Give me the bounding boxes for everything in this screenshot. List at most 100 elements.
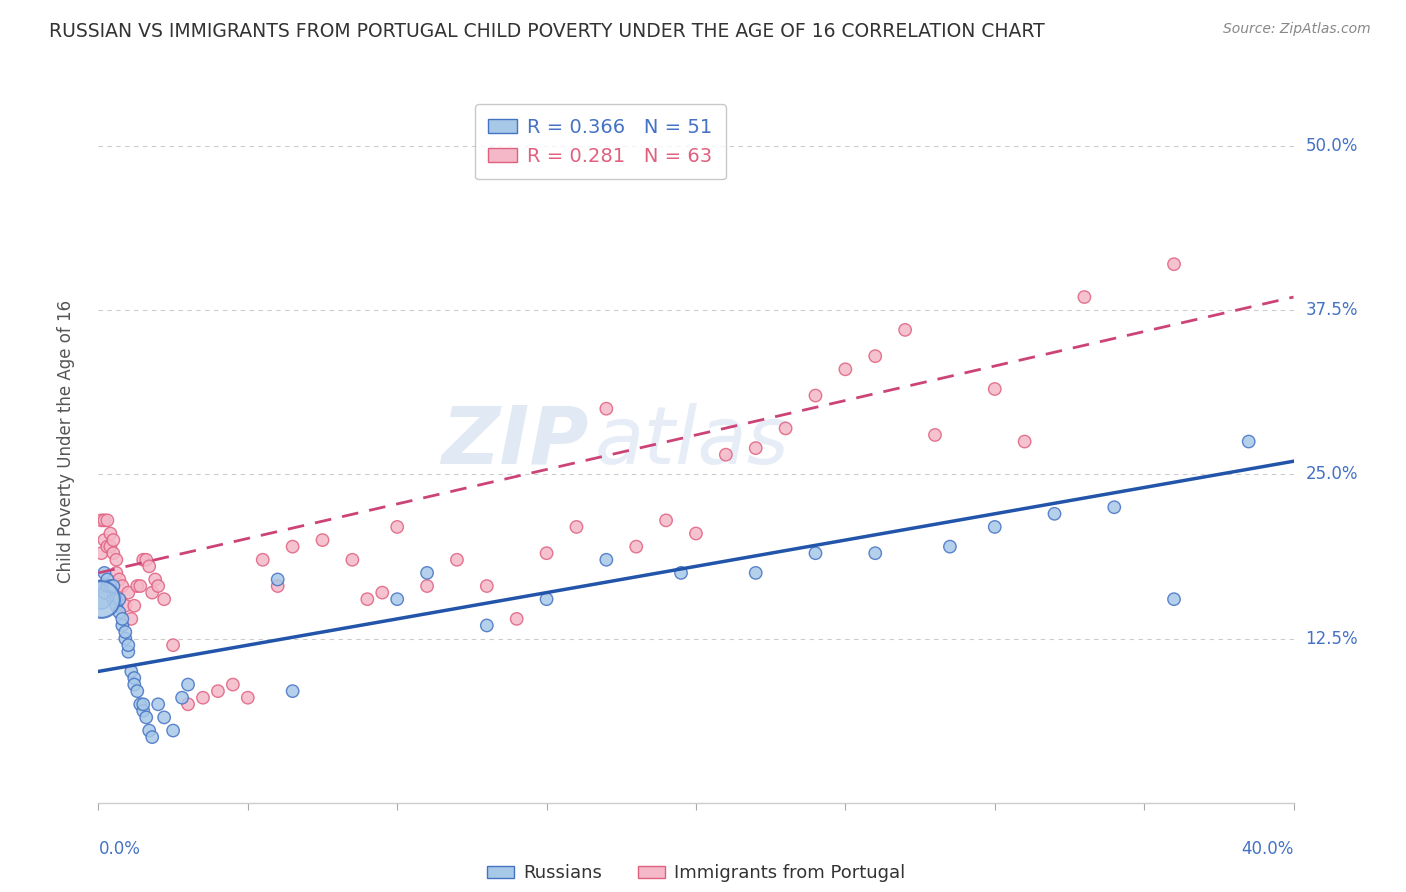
Point: [1163, 257, 1185, 271]
Point: [804, 388, 827, 402]
Point: [124, 677, 146, 691]
Point: [90, 592, 112, 607]
Point: [565, 520, 588, 534]
Point: [924, 428, 946, 442]
Text: Source: ZipAtlas.com: Source: ZipAtlas.com: [1223, 22, 1371, 37]
Point: [1163, 592, 1185, 607]
Point: [132, 698, 155, 712]
Point: [105, 599, 128, 613]
Point: [120, 612, 142, 626]
Point: [252, 553, 274, 567]
Text: RUSSIAN VS IMMIGRANTS FROM PORTUGAL CHILD POVERTY UNDER THE AGE OF 16 CORRELATIO: RUSSIAN VS IMMIGRANTS FROM PORTUGAL CHIL…: [49, 22, 1045, 41]
Point: [1237, 434, 1260, 449]
Text: ZIP: ZIP: [441, 402, 589, 481]
Point: [153, 710, 176, 724]
Text: 40.0%: 40.0%: [1241, 839, 1294, 857]
Point: [96, 573, 118, 587]
Point: [669, 566, 692, 580]
Point: [90, 592, 112, 607]
Text: atlas: atlas: [595, 402, 789, 481]
Text: 12.5%: 12.5%: [1306, 630, 1358, 648]
Point: [177, 698, 200, 712]
Point: [191, 690, 214, 705]
Point: [98, 579, 122, 593]
Text: 25.0%: 25.0%: [1306, 466, 1358, 483]
Point: [745, 441, 768, 455]
Point: [90, 546, 112, 560]
Point: [475, 579, 498, 593]
Point: [124, 599, 146, 613]
Point: [1043, 507, 1066, 521]
Point: [416, 579, 439, 593]
Point: [745, 566, 768, 580]
Point: [281, 684, 304, 698]
Point: [124, 671, 146, 685]
Point: [804, 546, 827, 560]
Point: [93, 566, 115, 580]
Point: [127, 684, 149, 698]
Point: [148, 698, 170, 712]
Point: [132, 553, 155, 567]
Point: [172, 690, 194, 705]
Point: [143, 573, 166, 587]
Point: [626, 540, 648, 554]
Point: [96, 513, 118, 527]
Point: [685, 526, 707, 541]
Text: 50.0%: 50.0%: [1306, 137, 1358, 155]
Point: [103, 546, 125, 560]
Point: [132, 704, 155, 718]
Y-axis label: Child Poverty Under the Age of 16: Child Poverty Under the Age of 16: [56, 300, 75, 583]
Point: [138, 723, 160, 738]
Point: [114, 599, 136, 613]
Point: [138, 559, 160, 574]
Point: [595, 553, 617, 567]
Point: [1104, 500, 1126, 515]
Point: [416, 566, 439, 580]
Point: [135, 710, 157, 724]
Point: [117, 645, 139, 659]
Point: [865, 546, 887, 560]
Point: [446, 553, 468, 567]
Point: [96, 579, 118, 593]
Point: [1014, 434, 1036, 449]
Point: [129, 579, 152, 593]
Point: [105, 592, 128, 607]
Point: [117, 638, 139, 652]
Point: [148, 579, 170, 593]
Point: [207, 684, 229, 698]
Point: [114, 632, 136, 646]
Point: [90, 513, 112, 527]
Point: [536, 546, 558, 560]
Point: [177, 677, 200, 691]
Point: [98, 526, 122, 541]
Point: [655, 513, 678, 527]
Point: [162, 723, 184, 738]
Point: [834, 362, 856, 376]
Point: [108, 592, 131, 607]
Point: [775, 421, 797, 435]
Point: [96, 540, 118, 554]
Point: [90, 579, 112, 593]
Point: [103, 592, 125, 607]
Point: [894, 323, 917, 337]
Point: [385, 520, 409, 534]
Point: [135, 553, 157, 567]
Point: [311, 533, 333, 547]
Point: [162, 638, 184, 652]
Point: [536, 592, 558, 607]
Point: [93, 513, 115, 527]
Point: [371, 585, 394, 599]
Point: [984, 520, 1007, 534]
Point: [117, 585, 139, 599]
Point: [141, 730, 163, 744]
Point: [342, 553, 364, 567]
Point: [281, 540, 304, 554]
Text: 0.0%: 0.0%: [98, 839, 141, 857]
Point: [120, 665, 142, 679]
Text: 37.5%: 37.5%: [1306, 301, 1358, 319]
Legend: Russians, Immigrants from Portugal: Russians, Immigrants from Portugal: [478, 855, 914, 891]
Point: [595, 401, 617, 416]
Point: [153, 592, 176, 607]
Point: [222, 677, 245, 691]
Point: [129, 698, 152, 712]
